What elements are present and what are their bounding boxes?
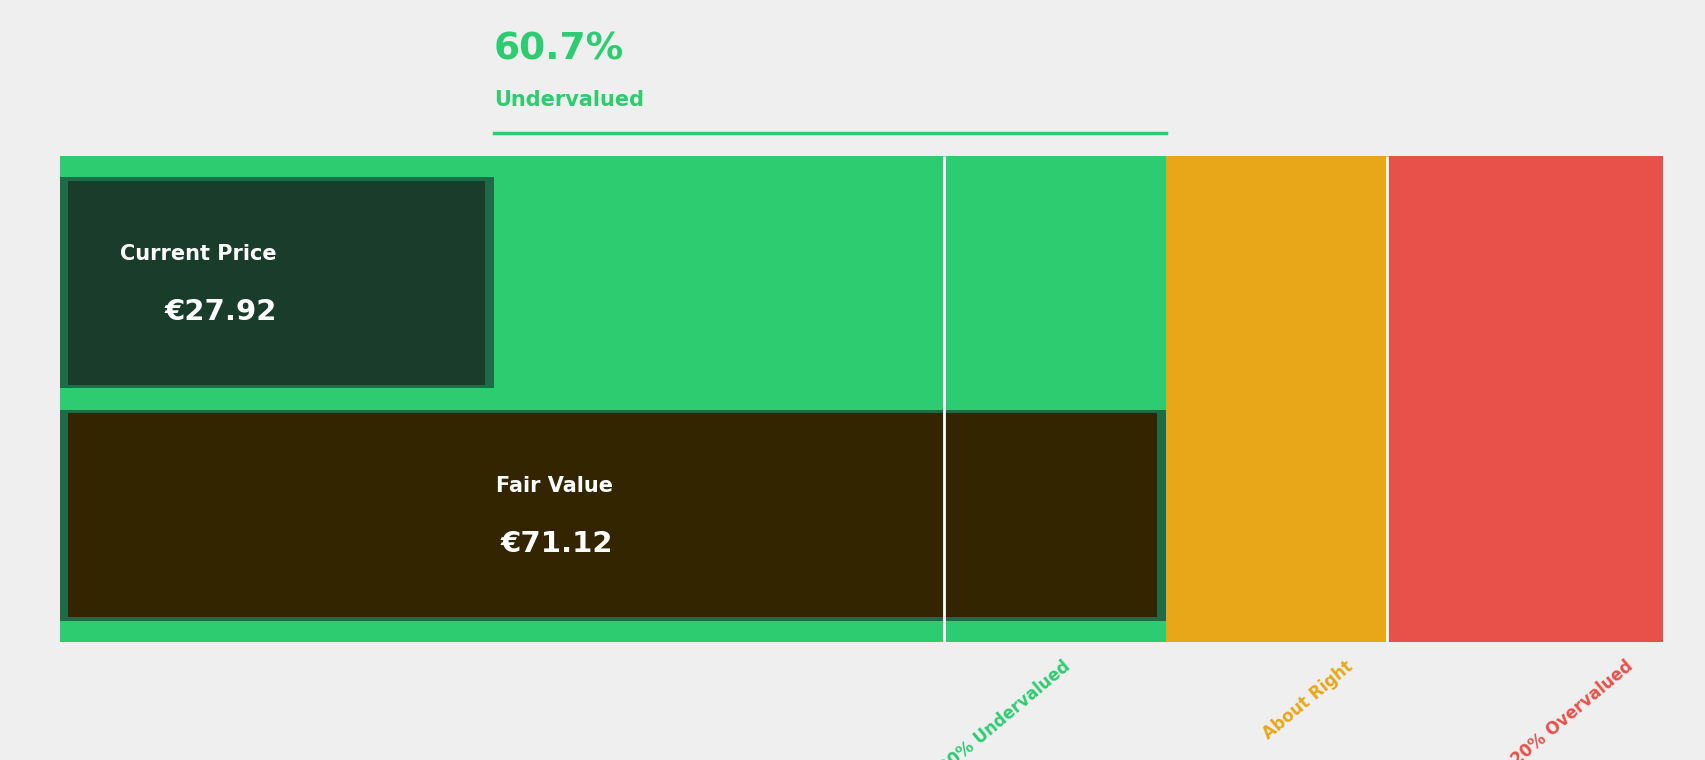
Text: Fair Value: Fair Value: [496, 477, 612, 496]
FancyBboxPatch shape: [1386, 388, 1662, 410]
FancyBboxPatch shape: [60, 156, 1662, 177]
FancyBboxPatch shape: [60, 156, 945, 642]
Text: Undervalued: Undervalued: [493, 90, 643, 110]
FancyBboxPatch shape: [1386, 156, 1662, 177]
FancyBboxPatch shape: [1165, 621, 1386, 642]
FancyBboxPatch shape: [1165, 156, 1386, 642]
Text: 20% Overvalued: 20% Overvalued: [1507, 657, 1635, 760]
FancyBboxPatch shape: [60, 177, 493, 388]
Text: €27.92: €27.92: [164, 298, 276, 325]
Text: About Right: About Right: [1258, 657, 1355, 743]
FancyBboxPatch shape: [1165, 388, 1386, 410]
Text: 20% Undervalued: 20% Undervalued: [936, 657, 1072, 760]
FancyBboxPatch shape: [60, 410, 1165, 621]
Text: 60.7%: 60.7%: [493, 31, 624, 68]
FancyBboxPatch shape: [1386, 621, 1662, 642]
FancyBboxPatch shape: [1386, 156, 1662, 642]
FancyBboxPatch shape: [60, 621, 1662, 642]
FancyBboxPatch shape: [68, 181, 484, 385]
Text: Current Price: Current Price: [119, 244, 276, 264]
FancyBboxPatch shape: [945, 156, 1165, 642]
Text: €71.12: €71.12: [500, 530, 612, 558]
FancyBboxPatch shape: [68, 413, 1156, 617]
FancyBboxPatch shape: [60, 388, 1662, 410]
FancyBboxPatch shape: [1165, 156, 1386, 177]
